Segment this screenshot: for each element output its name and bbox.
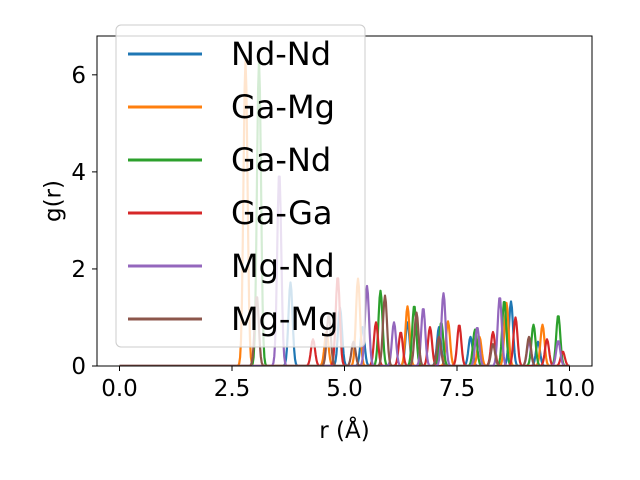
legend-entry-label: Mg-Nd — [231, 247, 335, 285]
legend-entry-label: Ga-Mg — [231, 88, 335, 126]
axis-ticks: 0.0 2.5 5.0 7.5 10.0 0 2 4 6 — [71, 63, 595, 402]
legend-entry-label: Mg-Mg — [231, 300, 338, 338]
series-line-mg-nd — [119, 175, 570, 366]
legend-box — [115, 24, 366, 348]
x-tick-label: 7.5 — [439, 376, 476, 402]
y-tick-label: 6 — [71, 63, 86, 89]
series-line-nd-nd — [119, 281, 570, 366]
x-tick-label: 10.0 — [544, 376, 595, 402]
x-tick-label: 2.5 — [214, 376, 251, 402]
y-tick-label: 2 — [71, 257, 86, 283]
legend-entry-label: Nd-Nd — [231, 35, 331, 73]
x-axis-label: r (Å) — [319, 416, 369, 444]
x-tick-label: 0.0 — [101, 376, 138, 402]
x-tick-label: 5.0 — [326, 376, 363, 402]
legend: Nd-Nd Ga-Mg Ga-Nd Ga-Ga Mg-Nd Mg-Mg — [115, 24, 366, 348]
series-line-mg-mg — [119, 294, 570, 366]
y-tick-label: 4 — [71, 160, 86, 186]
y-axis-label: g(r) — [40, 180, 66, 222]
legend-entry-label: Ga-Nd — [231, 141, 331, 179]
y-tick-label: 0 — [71, 354, 86, 380]
legend-entry-label: Ga-Ga — [231, 194, 333, 232]
